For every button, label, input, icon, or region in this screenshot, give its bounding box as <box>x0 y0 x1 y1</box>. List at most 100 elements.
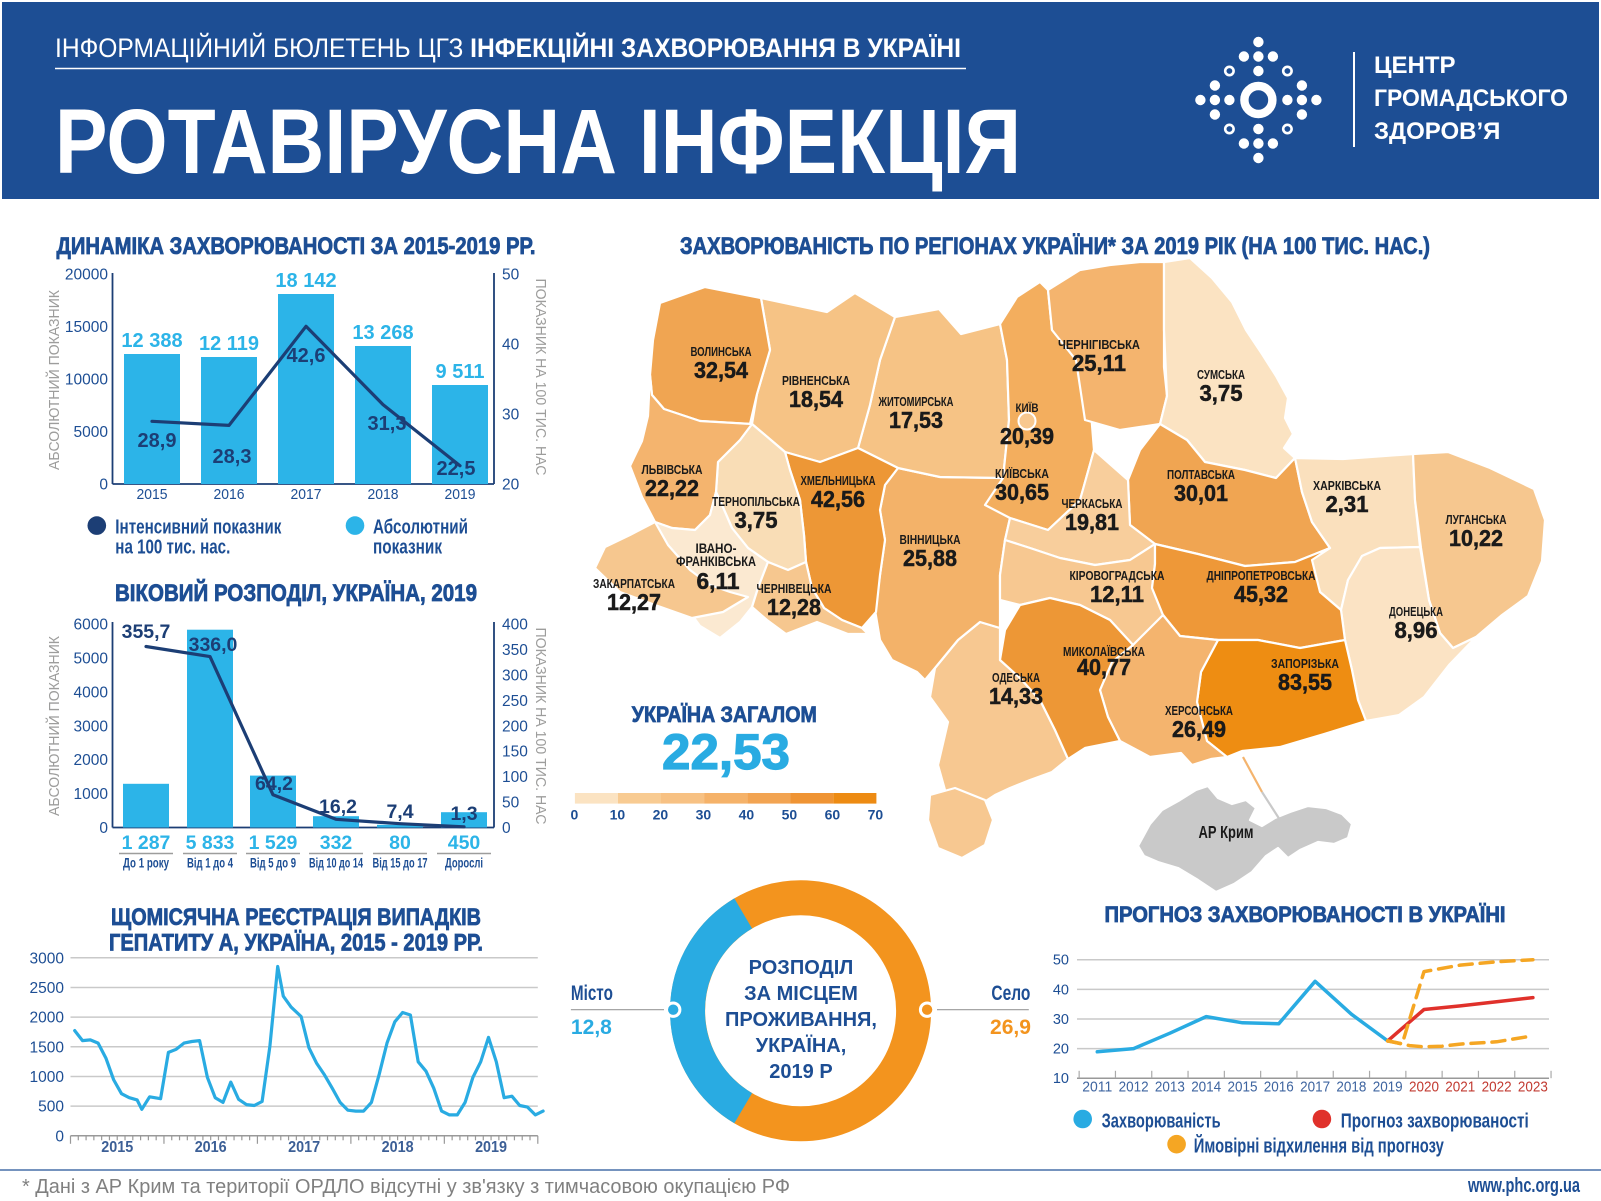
svg-text:2020: 2020 <box>1409 1079 1439 1096</box>
svg-text:ФРАНКІВСЬКА: ФРАНКІВСЬКА <box>676 554 756 569</box>
svg-text:50: 50 <box>502 795 520 812</box>
svg-text:ДНІПРОПЕТРОВСЬКА: ДНІПРОПЕТРОВСЬКА <box>1207 568 1316 583</box>
svg-text:20000: 20000 <box>65 267 108 284</box>
svg-text:2000: 2000 <box>74 752 109 769</box>
svg-text:0: 0 <box>502 820 511 837</box>
svg-text:www.phc.org.ua: www.phc.org.ua <box>1467 1175 1580 1197</box>
svg-text:50: 50 <box>782 807 798 823</box>
svg-text:ПРОГНОЗ ЗАХВОРЮВАНОСТІ В УКРАЇ: ПРОГНОЗ ЗАХВОРЮВАНОСТІ В УКРАЇНІ <box>1105 902 1506 927</box>
svg-text:16,2: 16,2 <box>319 796 357 818</box>
svg-text:2018: 2018 <box>1336 1079 1366 1096</box>
svg-text:80: 80 <box>389 832 411 854</box>
svg-text:ПОКАЗНИК НА 100 ТИС. НАС: ПОКАЗНИК НА 100 ТИС. НАС <box>532 279 549 476</box>
svg-text:До 1 року: До 1 року <box>123 856 169 871</box>
svg-text:2013: 2013 <box>1155 1079 1185 1096</box>
svg-text:ХАРКІВСЬКА: ХАРКІВСЬКА <box>1313 478 1381 493</box>
svg-text:ОДЕСЬКА: ОДЕСЬКА <box>992 670 1040 685</box>
svg-text:18 142: 18 142 <box>275 270 336 292</box>
svg-text:ПОЛТАВСЬКА: ПОЛТАВСЬКА <box>1167 467 1235 482</box>
svg-text:5 833: 5 833 <box>186 832 235 854</box>
svg-text:20,39: 20,39 <box>1000 423 1054 449</box>
svg-text:40: 40 <box>1053 982 1069 998</box>
svg-text:28,9: 28,9 <box>138 430 177 452</box>
svg-text:64,2: 64,2 <box>255 773 293 795</box>
svg-text:Інтенсивний показник: Інтенсивний показник <box>115 517 282 539</box>
svg-text:18,54: 18,54 <box>789 386 843 412</box>
svg-text:2019 Р: 2019 Р <box>769 1061 832 1083</box>
svg-text:ЗАКАРПАТСЬКА: ЗАКАРПАТСЬКА <box>593 576 675 591</box>
svg-text:2014: 2014 <box>1191 1079 1221 1096</box>
svg-text:ДОНЕЦЬКА: ДОНЕЦЬКА <box>1389 604 1443 619</box>
svg-text:ЩОМІСЯЧНА РЕЄСТРАЦІЯ ВИПАДКІВ: ЩОМІСЯЧНА РЕЄСТРАЦІЯ ВИПАДКІВ <box>111 904 481 931</box>
svg-text:60: 60 <box>825 807 841 823</box>
svg-text:30: 30 <box>696 807 712 823</box>
svg-text:14,33: 14,33 <box>989 683 1043 709</box>
svg-text:0: 0 <box>99 820 108 837</box>
svg-text:42,6: 42,6 <box>287 345 326 367</box>
svg-text:КИЇВСЬКА: КИЇВСЬКА <box>995 466 1050 481</box>
svg-text:МИКОЛАЇВСЬКА: МИКОЛАЇВСЬКА <box>1063 644 1145 659</box>
svg-text:КИЇВ: КИЇВ <box>1016 400 1039 415</box>
svg-text:АБСОЛЮТНИЙ ПОКАЗНИК: АБСОЛЮТНИЙ ПОКАЗНИК <box>45 290 63 470</box>
svg-text:200: 200 <box>502 718 528 735</box>
svg-text:Ймовірні відхилення від прогно: Ймовірні відхилення від прогнозу <box>1194 1134 1445 1158</box>
svg-text:2019: 2019 <box>1373 1079 1403 1096</box>
svg-text:ЗА МІСЦЕМ: ЗА МІСЦЕМ <box>744 983 858 1005</box>
svg-text:332: 332 <box>320 832 353 854</box>
svg-text:5000: 5000 <box>74 424 109 441</box>
svg-text:3,75: 3,75 <box>735 507 778 533</box>
svg-text:25,88: 25,88 <box>903 545 957 571</box>
svg-text:20: 20 <box>653 807 669 823</box>
svg-text:ІВАНО-: ІВАНО- <box>696 541 737 556</box>
svg-text:100: 100 <box>502 769 528 786</box>
svg-text:АБСОЛЮТНИЙ ПОКАЗНИК: АБСОЛЮТНИЙ ПОКАЗНИК <box>45 636 63 816</box>
svg-text:Від 10 до 14: Від 10 до 14 <box>309 856 363 871</box>
svg-text:3,75: 3,75 <box>1200 380 1243 406</box>
svg-text:5000: 5000 <box>74 650 109 667</box>
svg-text:400: 400 <box>502 617 528 634</box>
svg-text:42,56: 42,56 <box>811 486 865 512</box>
svg-text:ЧЕРНІГІВСЬКА: ЧЕРНІГІВСЬКА <box>1058 337 1141 352</box>
svg-text:83,55: 83,55 <box>1278 669 1332 695</box>
svg-text:ЛУГАНСЬКА: ЛУГАНСЬКА <box>1446 512 1507 527</box>
svg-text:20: 20 <box>502 477 520 494</box>
svg-text:50: 50 <box>1053 953 1069 969</box>
svg-text:2011: 2011 <box>1082 1079 1112 1096</box>
svg-text:2015: 2015 <box>137 486 168 503</box>
svg-text:1500: 1500 <box>30 1039 65 1056</box>
svg-text:2023: 2023 <box>1518 1079 1548 1096</box>
svg-text:Село: Село <box>991 982 1030 1005</box>
svg-text:Від 5 до 9: Від 5 до 9 <box>250 856 296 871</box>
svg-text:РОЗПОДІЛ: РОЗПОДІЛ <box>749 957 854 979</box>
svg-text:Від 15 до 17: Від 15 до 17 <box>373 856 428 871</box>
svg-text:АР Крим: АР Крим <box>1199 822 1254 842</box>
svg-text:336,0: 336,0 <box>189 634 238 656</box>
svg-text:2500: 2500 <box>30 980 65 997</box>
svg-text:26,9: 26,9 <box>990 1016 1031 1039</box>
svg-text:ДИНАМІКА ЗАХВОРЮВАНОСТІ ЗА 201: ДИНАМІКА ЗАХВОРЮВАНОСТІ ЗА 2015-2019 РР. <box>57 233 536 260</box>
svg-text:40: 40 <box>502 337 520 354</box>
svg-text:6,11: 6,11 <box>697 568 740 594</box>
svg-text:1000: 1000 <box>30 1069 65 1086</box>
svg-text:30,01: 30,01 <box>1174 480 1228 506</box>
svg-text:РОТАВІРУСНА ІНФЕКЦІЯ: РОТАВІРУСНА ІНФЕКЦІЯ <box>55 91 1021 193</box>
svg-text:УКРАЇНА,: УКРАЇНА, <box>756 1034 847 1057</box>
svg-text:17,53: 17,53 <box>889 407 943 433</box>
svg-text:ПРОЖИВАННЯ,: ПРОЖИВАННЯ, <box>725 1009 877 1031</box>
svg-text:12,11: 12,11 <box>1090 581 1144 607</box>
svg-text:31,3: 31,3 <box>368 413 407 435</box>
svg-text:ТЕРНОПІЛЬСЬКА: ТЕРНОПІЛЬСЬКА <box>712 494 800 509</box>
svg-text:355,7: 355,7 <box>122 621 171 643</box>
svg-text:40,77: 40,77 <box>1077 654 1131 680</box>
svg-text:0: 0 <box>99 477 108 494</box>
svg-text:2015: 2015 <box>101 1139 133 1156</box>
svg-text:50: 50 <box>502 267 520 284</box>
svg-text:3000: 3000 <box>74 718 109 735</box>
svg-text:30,65: 30,65 <box>995 479 1049 505</box>
svg-text:2015: 2015 <box>1228 1079 1258 1096</box>
svg-text:450: 450 <box>448 832 481 854</box>
svg-text:ХЕРСОНСЬКА: ХЕРСОНСЬКА <box>1165 703 1233 718</box>
svg-text:Від 1 до 4: Від 1 до 4 <box>187 856 233 871</box>
svg-text:6000: 6000 <box>74 617 109 634</box>
svg-text:СУМСЬКА: СУМСЬКА <box>1197 367 1245 382</box>
